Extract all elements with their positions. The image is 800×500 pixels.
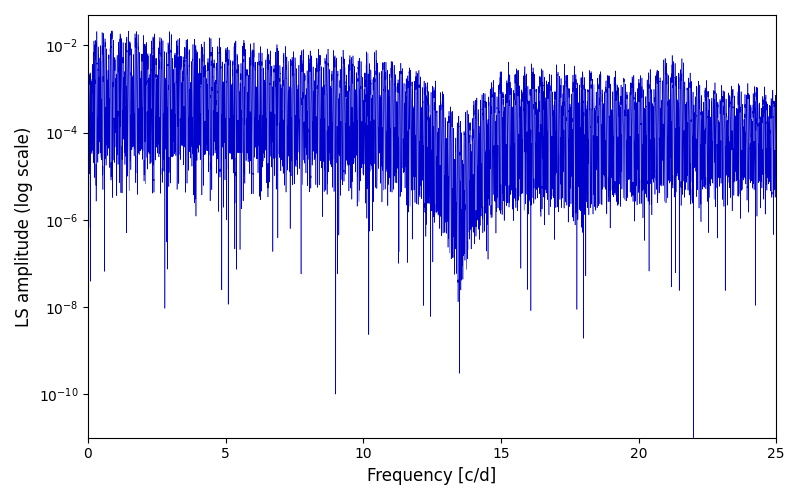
Y-axis label: LS amplitude (log scale): LS amplitude (log scale) [15, 126, 33, 326]
X-axis label: Frequency [c/d]: Frequency [c/d] [367, 467, 497, 485]
